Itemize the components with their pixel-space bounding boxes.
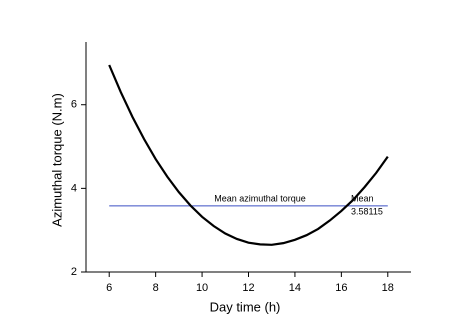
x-tick-label: 16 bbox=[335, 282, 347, 294]
y-tick-label: 2 bbox=[71, 266, 77, 278]
x-tick-label: 12 bbox=[242, 282, 254, 294]
x-tick-label: 18 bbox=[382, 282, 394, 294]
y-tick-label: 6 bbox=[71, 99, 77, 111]
x-tick-label: 10 bbox=[196, 282, 208, 294]
y-axis-title: Azimuthal torque (N.m) bbox=[49, 93, 64, 227]
y-tick-label: 4 bbox=[71, 182, 77, 194]
mean-value-label: 3.58115 bbox=[351, 206, 383, 216]
x-tick-label: 6 bbox=[106, 282, 112, 294]
x-tick-label: 8 bbox=[153, 282, 159, 294]
mean-annotation: Mean bbox=[351, 193, 374, 203]
x-axis-title: Day time (h) bbox=[210, 299, 281, 314]
x-tick-label: 14 bbox=[289, 282, 301, 294]
mean-line-label: Mean azimuthal torque bbox=[214, 193, 306, 203]
line bbox=[108, 64, 389, 246]
